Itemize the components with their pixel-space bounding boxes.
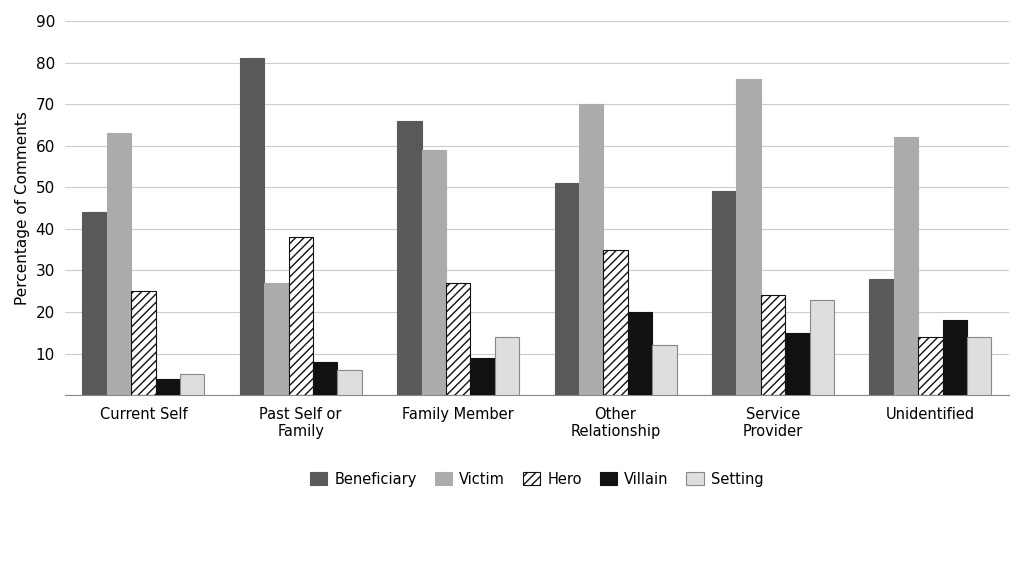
Bar [289,237,313,395]
Bar [264,283,289,395]
Bar [810,300,834,395]
Bar [967,337,991,395]
Bar [495,337,519,395]
Bar [156,379,180,395]
Bar [422,150,445,395]
Bar [894,137,919,395]
Bar [712,192,736,395]
Bar [869,279,894,395]
Bar [337,370,361,395]
Legend: Beneficiary, Victim, Hero, Villain, Setting: Beneficiary, Victim, Hero, Villain, Sett… [304,466,770,492]
Bar [919,337,942,395]
Bar [131,291,156,395]
Bar [397,121,422,395]
Bar [82,212,106,395]
Bar [603,250,628,395]
Bar [628,312,652,395]
Bar [180,375,205,395]
Bar [106,133,131,395]
Bar [761,295,785,395]
Bar [579,104,603,395]
Bar [240,58,264,395]
Bar [736,79,761,395]
Bar [555,183,579,395]
Y-axis label: Percentage of Comments: Percentage of Comments [15,111,30,305]
Bar [470,358,495,395]
Bar [313,362,337,395]
Bar [652,345,677,395]
Bar [785,333,810,395]
Bar [942,320,967,395]
Bar [445,283,470,395]
